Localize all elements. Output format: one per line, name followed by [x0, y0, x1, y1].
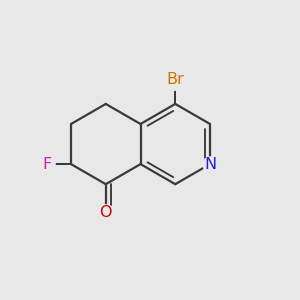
Text: O: O	[100, 205, 112, 220]
Text: F: F	[43, 157, 52, 172]
Text: Br: Br	[167, 72, 184, 87]
Text: N: N	[204, 157, 216, 172]
